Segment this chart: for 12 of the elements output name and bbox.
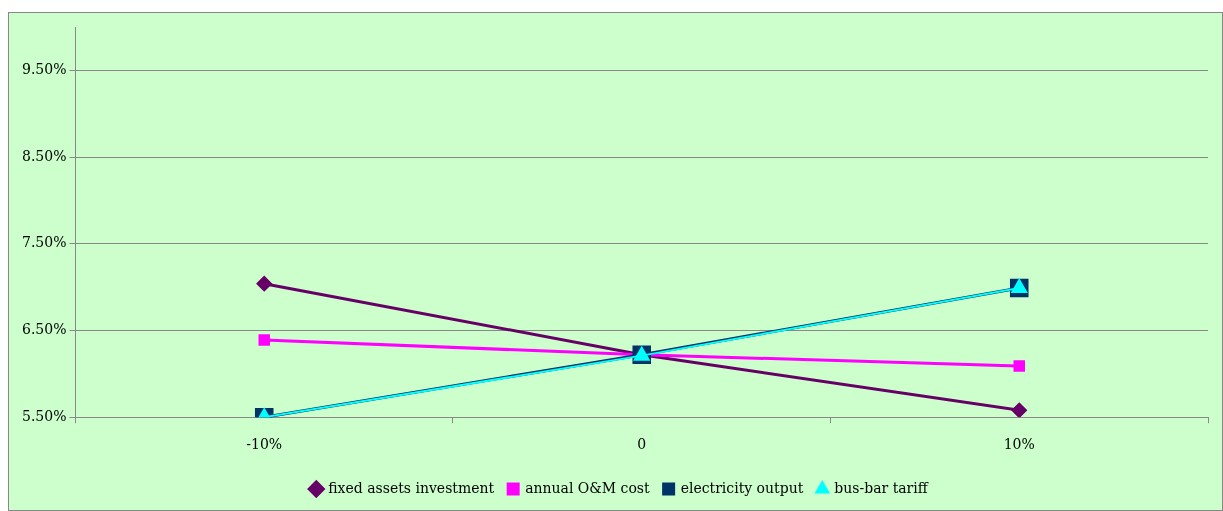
- y-tick-label: 7.50%: [21, 234, 67, 251]
- y-tick-label: 9.50%: [21, 61, 67, 77]
- x-tick-label: 10%: [1003, 436, 1035, 453]
- y-tick-label: 8.50%: [21, 147, 67, 164]
- y-tick-label: 5.50%: [21, 407, 67, 424]
- legend-label: fixed assets investment: [328, 479, 495, 496]
- y-tick-label: 6.50%: [21, 321, 67, 338]
- legend-label: bus-bar tariff: [834, 479, 929, 496]
- legend-label: electricity output: [680, 479, 804, 496]
- legend-label: annual O&M cost: [525, 479, 651, 496]
- x-tick-label: -10%: [246, 436, 283, 453]
- x-tick-label: 0: [637, 436, 647, 453]
